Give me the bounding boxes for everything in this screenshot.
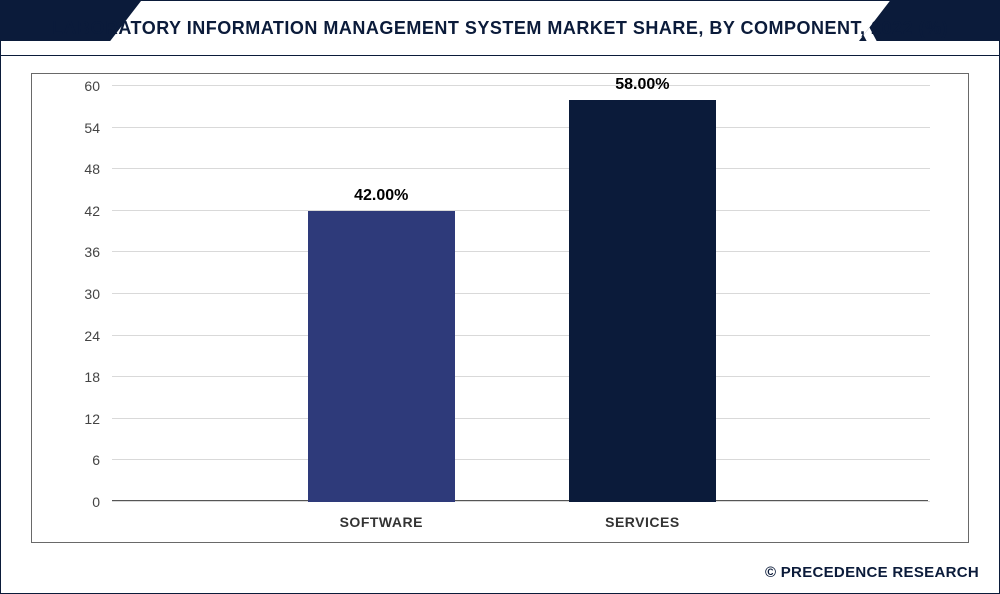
bar: 58.00% bbox=[569, 100, 716, 502]
gridline bbox=[112, 501, 930, 502]
ytick-label: 42 bbox=[60, 203, 100, 219]
gridline bbox=[112, 459, 930, 460]
ytick-label: 24 bbox=[60, 328, 100, 344]
ytick-label: 48 bbox=[60, 161, 100, 177]
chart-frame: LABORATORY INFORMATION MANAGEMENT SYSTEM… bbox=[0, 0, 1000, 594]
title-separator bbox=[1, 55, 999, 56]
ytick-label: 12 bbox=[60, 411, 100, 427]
bar-value-label: 58.00% bbox=[615, 76, 669, 94]
ytick-label: 60 bbox=[60, 78, 100, 94]
ytick-label: 18 bbox=[60, 369, 100, 385]
gridline bbox=[112, 85, 930, 86]
bar: 42.00% bbox=[308, 211, 455, 502]
ytick-label: 6 bbox=[60, 452, 100, 468]
category-label: SERVICES bbox=[569, 514, 716, 530]
plot-area: 0612182430364248546042.00%SOFTWARE58.00%… bbox=[112, 86, 928, 502]
gridline bbox=[112, 376, 930, 377]
title-bar: LABORATORY INFORMATION MANAGEMENT SYSTEM… bbox=[1, 1, 999, 55]
attribution: © PRECEDENCE RESEARCH bbox=[765, 564, 979, 581]
bar-rect bbox=[569, 100, 716, 502]
chart-title: LABORATORY INFORMATION MANAGEMENT SYSTEM… bbox=[52, 18, 948, 39]
ytick-label: 30 bbox=[60, 286, 100, 302]
bar-rect bbox=[308, 211, 455, 502]
gridline bbox=[112, 127, 930, 128]
gridline bbox=[112, 210, 930, 211]
plot-border: 0 6 12 18 24 30 36 42 48 54 60 42.00% SOFTWARE 58.00%… bbox=[31, 73, 969, 543]
bar-value-label: 42.00% bbox=[354, 187, 408, 205]
category-label: SOFTWARE bbox=[308, 514, 455, 530]
gridline bbox=[112, 418, 930, 419]
ytick-label: 54 bbox=[60, 120, 100, 136]
ytick-label: 0 bbox=[60, 494, 100, 510]
gridline bbox=[112, 335, 930, 336]
gridline bbox=[112, 293, 930, 294]
ytick-label: 36 bbox=[60, 244, 100, 260]
gridline bbox=[112, 168, 930, 169]
gridline bbox=[112, 251, 930, 252]
